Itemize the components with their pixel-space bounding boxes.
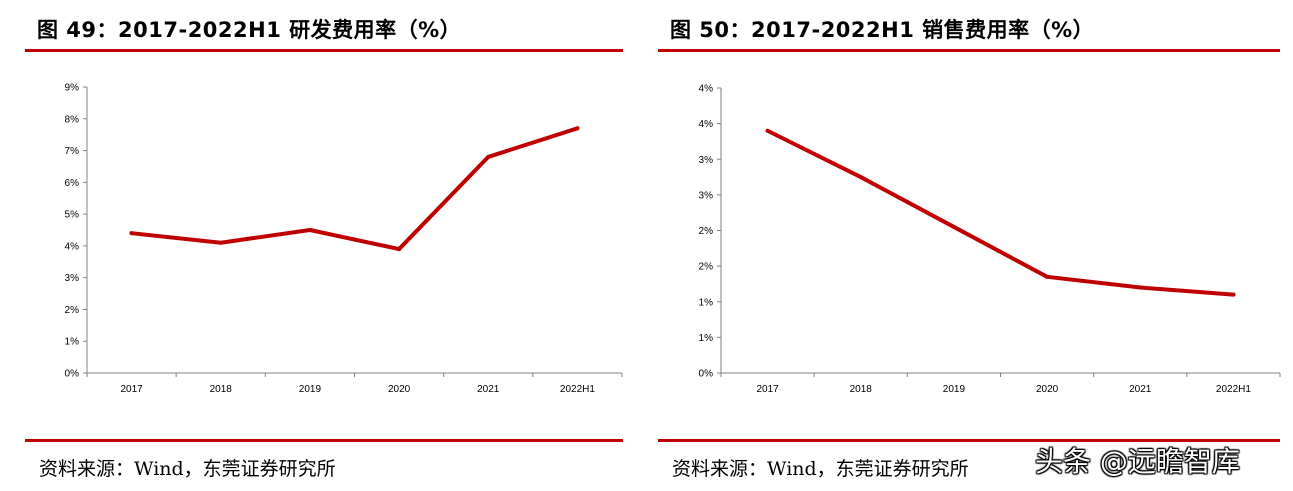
y-tick-label: 0% <box>65 369 80 380</box>
x-tick-label: 2017 <box>120 384 143 395</box>
data-point <box>575 126 580 131</box>
y-tick-label: 1% <box>65 337 80 348</box>
data-point <box>951 224 956 229</box>
data-point <box>486 154 491 159</box>
data-point <box>129 231 134 236</box>
x-tick-label: 2019 <box>299 384 322 395</box>
y-tick-label: 6% <box>65 178 80 189</box>
source-note: 资料来源：Wind，东莞证券研究所 <box>672 458 969 480</box>
source-note: 资料来源：Wind，东莞证券研究所 <box>39 458 336 480</box>
data-point <box>397 247 402 252</box>
x-tick-label: 2021 <box>1129 384 1152 395</box>
chart-title: 图 50：2017-2022H1 销售费用率（%） <box>670 18 1095 42</box>
x-tick-label: 2020 <box>1036 384 1059 395</box>
y-tick-label: 1% <box>699 333 714 344</box>
data-point <box>765 128 770 133</box>
chart-sales-expense-rate: 0% 1% 1% 2% 2% 3% 3% 4% 4% 2017 2018 2019 2020 2021 20… <box>699 84 1281 395</box>
series-line <box>765 128 1236 297</box>
y-tick-label: 4% <box>65 241 80 252</box>
y-tick-label: 3% <box>699 190 714 201</box>
y-tick-label: 4% <box>699 84 714 95</box>
x-tick-label: 2021 <box>477 384 500 395</box>
y-tick-label: 4% <box>699 119 714 130</box>
data-point <box>1231 292 1236 297</box>
x-tick-label: 2022H1 <box>560 384 595 395</box>
x-tick-label: 2019 <box>943 384 966 395</box>
x-tick-label: 2017 <box>756 384 779 395</box>
y-tick-label: 3% <box>65 273 80 284</box>
data-point <box>858 175 863 180</box>
chart-title: 图 49：2017-2022H1 研发费用率（%） <box>37 18 462 42</box>
watermark: 头条 @远瞻智库 <box>1035 445 1240 478</box>
y-tick-label: 8% <box>65 114 80 125</box>
y-tick-label: 0% <box>699 369 714 380</box>
y-tick-label: 9% <box>65 83 80 94</box>
title-rule <box>25 49 623 52</box>
x-tick-label: 2018 <box>210 384 233 395</box>
data-point <box>1045 274 1050 279</box>
source-rule <box>658 439 1280 442</box>
x-tick-label: 2020 <box>388 384 411 395</box>
y-tick-label: 3% <box>699 155 714 166</box>
y-tick-label: 7% <box>65 146 80 157</box>
data-point <box>218 240 223 245</box>
y-tick-label: 2% <box>699 262 714 273</box>
chart-panel-rd-expense: 图 49：2017-2022H1 研发费用率（%） 0% 1% 2% 3% 4% 5% 6%… <box>25 0 623 491</box>
source-rule <box>25 439 623 442</box>
y-tick-label: 2% <box>699 226 714 237</box>
chart-panel-sales-expense: 图 50：2017-2022H1 销售费用率（%） 0% 1% 1% 2% 2% 3% 3%… <box>658 0 1281 491</box>
x-tick-label: 2022H1 <box>1216 384 1251 395</box>
data-point <box>307 228 312 232</box>
y-tick-label: 1% <box>699 297 714 308</box>
title-rule <box>658 49 1280 52</box>
x-tick-label: 2018 <box>850 384 873 395</box>
data-point <box>1138 285 1143 290</box>
y-tick-label: 2% <box>65 305 80 316</box>
series-line <box>129 126 580 252</box>
y-tick-label: 5% <box>65 210 80 221</box>
chart-rd-expense-rate: 0% 1% 2% 3% 4% 5% 6% 7% 8% 9% 2017 2018 2019 2020 2021… <box>65 83 623 395</box>
